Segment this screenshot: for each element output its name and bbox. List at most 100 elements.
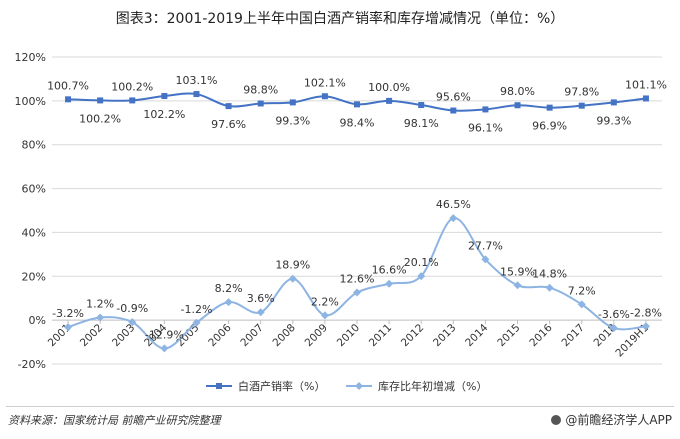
x-tick-label: 2014 — [463, 322, 491, 350]
sales-rate-label: 101.1% — [625, 78, 667, 91]
sales-rate-point — [257, 100, 264, 107]
inventory-change-label: -3.6% — [598, 308, 630, 321]
sales-rate-point — [129, 97, 136, 104]
x-tick-label: 2012 — [399, 322, 426, 349]
x-tick-label: 2015 — [495, 322, 522, 349]
inventory-change-label: 46.5% — [436, 198, 471, 211]
x-tick-label: 2011 — [367, 322, 394, 349]
inventory-change-label: 2.2% — [311, 295, 339, 308]
sales-rate-label: 100.7% — [47, 79, 89, 92]
sales-rate-point — [450, 107, 457, 114]
sales-rate-point — [578, 102, 585, 109]
inventory-change-label: -2.8% — [630, 306, 662, 319]
y-tick-label: 60% — [22, 183, 46, 196]
sales-rate-point — [161, 93, 168, 100]
x-tick-label: 2010 — [335, 322, 362, 349]
inventory-change-point — [224, 298, 233, 307]
inventory-change-point — [160, 344, 169, 353]
inventory-change-label: 18.9% — [275, 259, 310, 272]
x-tick-label: 2009 — [303, 322, 330, 349]
inventory-change-label: 1.2% — [86, 298, 114, 311]
inventory-change-point — [128, 318, 137, 327]
x-tick-label: 2017 — [559, 322, 586, 349]
inventory-change-point — [320, 311, 329, 320]
sales-rate-point — [65, 96, 72, 103]
y-tick-label: 100% — [15, 95, 46, 108]
brand-text: @前瞻经济学人APP — [565, 413, 672, 427]
sales-rate-point — [514, 102, 521, 109]
x-tick-label: 2006 — [206, 322, 234, 350]
sales-rate-label: 100.0% — [368, 81, 410, 94]
inventory-change-point — [545, 283, 554, 292]
sales-rate-point — [97, 97, 104, 104]
inventory-change-point — [609, 324, 618, 333]
sales-rate-label: 99.3% — [275, 114, 310, 127]
inventory-change-point — [256, 308, 265, 317]
footer-divider — [6, 406, 674, 407]
sales-rate-point — [354, 101, 360, 108]
y-axis: -20% 0% 20% 40% 60% 80% 100% 120% — [15, 51, 46, 371]
sales-rate-label: 100.2% — [111, 80, 153, 93]
inventory-change-point — [481, 255, 490, 264]
legend-label: 白酒产销率（%） — [238, 379, 325, 393]
inventory-change-point — [353, 288, 361, 297]
inventory-change-point — [449, 214, 458, 223]
inventory-change-label: -0.9% — [116, 302, 148, 315]
sales-rate-label: 96.9% — [532, 120, 567, 133]
inventory-change-point — [64, 323, 73, 332]
inventory-change-label: 8.2% — [215, 282, 243, 295]
sales-rate-point — [642, 95, 649, 102]
inventory-change-label: 12.6% — [340, 273, 375, 286]
brand-logo-icon — [551, 414, 562, 425]
inventory-change-label: 7.2% — [568, 284, 596, 297]
sales-rate-point — [482, 106, 489, 113]
inventory-change-label: 20.1% — [404, 256, 439, 269]
brand-signature: @前瞻经济学人APP — [551, 411, 672, 428]
inventory-change-point — [385, 279, 394, 288]
inventory-change-point — [513, 281, 522, 290]
inventory-change-point — [288, 274, 297, 283]
chart-title: 图表3：2001-2019上半年中国白酒产销率和库存增减情况（单位：%） — [115, 11, 565, 27]
inventory-change-label: 27.7% — [468, 239, 503, 252]
sales-rate-point — [321, 93, 328, 100]
legend: 白酒产销率（%） 库存比年初增减（%） — [206, 379, 487, 393]
sales-rate-label: 98.8% — [243, 83, 278, 96]
inventory-change-label: 16.6% — [372, 264, 407, 277]
y-tick-label: 80% — [22, 139, 46, 152]
sales-rate-label: 98.4% — [340, 116, 375, 129]
sales-rate-label: 97.8% — [564, 86, 599, 99]
y-tick-label: 20% — [22, 270, 46, 283]
sales-rate-point — [610, 99, 617, 106]
inventory-change-point — [577, 300, 586, 309]
inventory-change-label: 14.8% — [532, 268, 567, 281]
x-tick-label: 2008 — [271, 322, 298, 349]
inventory-change-point — [192, 318, 201, 327]
sales-rate-point — [386, 97, 393, 104]
x-tick-label: 2002 — [78, 322, 105, 349]
y-tick-label: 0% — [29, 314, 46, 327]
sales-rate-point — [193, 91, 200, 98]
sales-rate-point — [546, 104, 553, 111]
sales-rate-label: 96.1% — [468, 121, 503, 134]
inventory-change-label: 3.6% — [247, 292, 275, 305]
legend-label: 库存比年初增减（%） — [378, 379, 487, 393]
legend-swatch-marker — [216, 383, 222, 389]
sales-rate-label: 102.1% — [304, 76, 346, 89]
sales-rate-label: 97.6% — [211, 118, 246, 131]
sales-rate-label: 98.1% — [404, 117, 439, 130]
legend-swatch-marker — [355, 382, 363, 390]
sales-rate-label: 98.0% — [500, 85, 535, 98]
inventory-change-label: -12.9% — [145, 328, 184, 341]
inventory-change-point — [641, 322, 650, 331]
inventory-change-point — [417, 272, 426, 281]
sales-rate-label: 102.2% — [143, 108, 185, 121]
inventory-change-point — [96, 313, 105, 322]
sales-rate-label: 103.1% — [175, 74, 217, 87]
inventory-change-label: 15.9% — [500, 265, 535, 278]
y-tick-label: -20% — [18, 358, 46, 371]
sales-rate-point — [289, 99, 296, 106]
source-note: 资料来源：国家统计局 前瞻产业研究院整理 — [8, 414, 221, 427]
x-tick-label: 2016 — [527, 322, 555, 350]
data-labels: 100.7% 100.2% 100.2% 102.2% 103.1% 97.6% 98.8%… — [47, 74, 667, 341]
